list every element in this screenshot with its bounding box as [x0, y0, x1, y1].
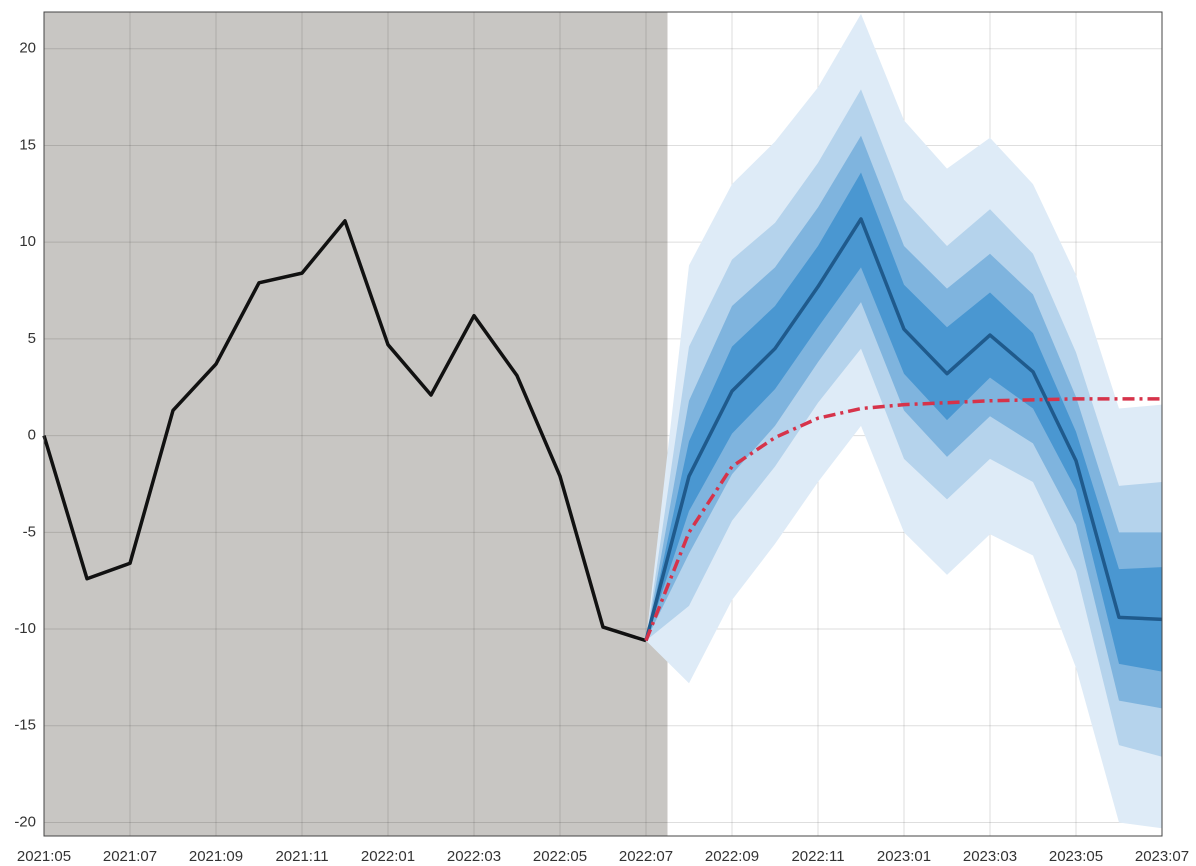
x-tick-label: 2022:03 [447, 848, 501, 865]
y-tick-label: 10 [19, 233, 36, 250]
y-tick-label: -5 [23, 523, 36, 540]
x-tick-label: 2023:03 [963, 848, 1017, 865]
x-tick-label: 2021:09 [189, 848, 243, 865]
y-tick-label: 20 [19, 40, 36, 57]
x-tick-label: 2022:01 [361, 848, 415, 865]
y-tick-label: -15 [14, 717, 36, 734]
plot-frame [43, 11, 1163, 837]
y-tick-label: -20 [14, 813, 36, 830]
series-line [644, 217, 1163, 642]
x-tick-label: 2021:11 [275, 848, 328, 865]
fan-band [646, 89, 1162, 757]
x-tick-label: 2022:11 [791, 848, 844, 865]
y-tick-label: 0 [28, 427, 36, 444]
y-tick-label: 5 [28, 330, 36, 347]
series-line [42, 219, 647, 643]
x-tick-label: 2022:07 [619, 848, 673, 865]
x-tick-label: 2021:07 [103, 848, 157, 865]
y-tick-label: -10 [14, 620, 36, 637]
y-tick-label: 15 [19, 136, 36, 153]
x-tick-label: 2023:01 [877, 848, 931, 865]
fan-band [646, 135, 1162, 709]
x-tick-label: 2023:05 [1049, 848, 1103, 865]
x-tick-label: 2023:07 [1135, 848, 1189, 865]
series-line [644, 397, 1162, 642]
x-tick-label: 2021:05 [17, 848, 71, 865]
x-tick-label: 2022:09 [705, 848, 759, 865]
x-tick-label: 2022:05 [533, 848, 587, 865]
history-shade [44, 12, 668, 836]
